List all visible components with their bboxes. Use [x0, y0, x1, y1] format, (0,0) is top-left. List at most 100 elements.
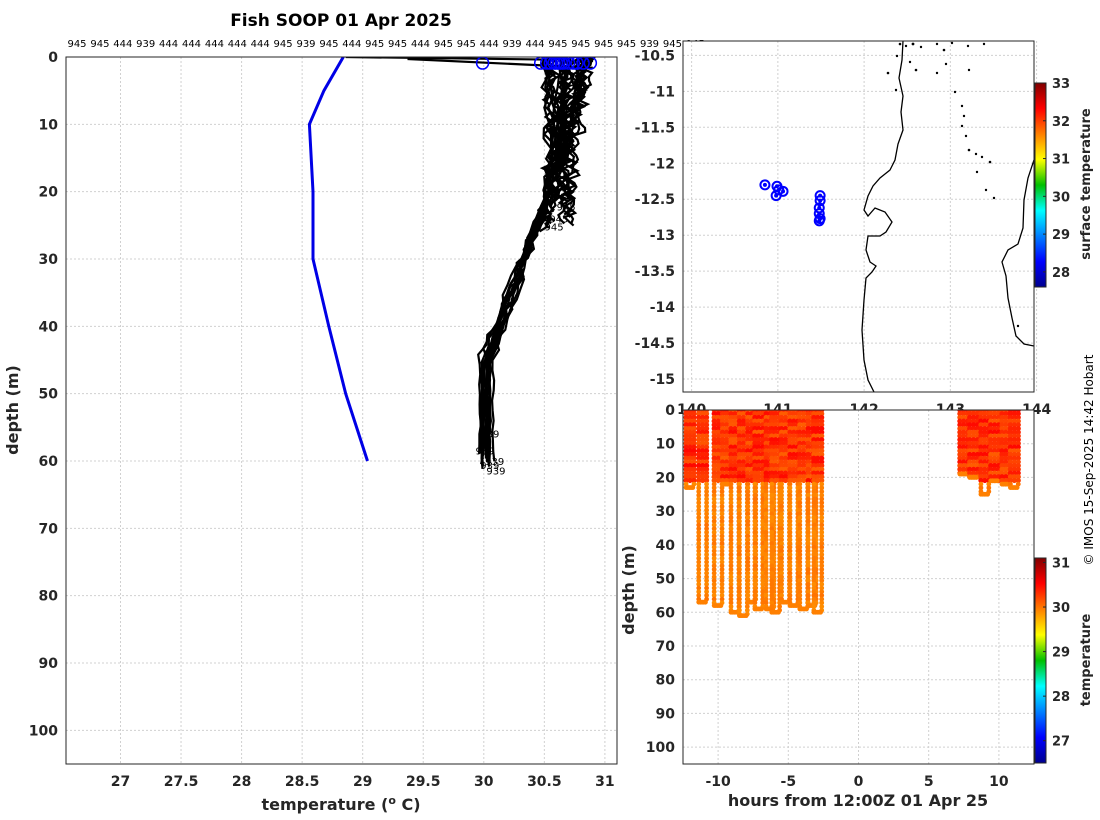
cast-sample — [782, 466, 789, 472]
cast-sample — [736, 418, 743, 424]
cast-sample — [1007, 411, 1014, 417]
cast-sample — [752, 567, 758, 572]
cast-sample — [719, 433, 726, 439]
cast-sample — [711, 422, 717, 428]
cast-sample — [811, 451, 817, 458]
cast-sample — [961, 414, 967, 421]
cast-sample — [797, 492, 803, 498]
cast-sample — [756, 414, 762, 421]
cast-sample — [711, 585, 717, 591]
cast-sample — [988, 418, 994, 424]
cast-sample — [756, 425, 762, 432]
cast-sample — [805, 422, 811, 428]
track-points — [759, 179, 826, 227]
section-cast — [752, 410, 766, 612]
cast-sample — [791, 477, 797, 484]
cast-sample — [967, 444, 973, 450]
cast-sample — [819, 414, 825, 421]
cast-sample — [1007, 437, 1014, 443]
cast-sample — [700, 425, 706, 432]
cast-sample — [967, 459, 973, 465]
cast-sample — [982, 466, 988, 472]
cast-sample — [819, 437, 825, 443]
profile-x-axis-label: temperature (o C) — [261, 794, 420, 814]
cast-sample — [1015, 474, 1021, 480]
cast-sample — [988, 444, 994, 450]
cast-sample — [811, 507, 817, 513]
cast-sample — [745, 500, 751, 506]
cast-sample — [769, 485, 775, 491]
cast-sample — [745, 496, 751, 502]
section-cast — [683, 410, 697, 490]
cast-sample — [756, 418, 762, 424]
cast-sample — [778, 470, 785, 476]
cast-sample — [787, 440, 793, 446]
cast-sample — [737, 541, 742, 546]
x-tick-label: 27.5 — [164, 774, 199, 790]
cast-sample — [819, 541, 825, 546]
cast-sample — [696, 504, 702, 509]
cast-sample — [728, 544, 734, 550]
cast-sample — [769, 511, 775, 517]
cast-sample — [769, 589, 775, 595]
cast-sample — [763, 533, 769, 539]
cast-sample — [982, 448, 988, 454]
cast-sample — [711, 537, 717, 543]
cast-sample — [769, 570, 775, 576]
cast-sample — [745, 459, 751, 465]
cast-sample — [752, 444, 758, 450]
cast-sample — [691, 463, 697, 469]
cast-sample — [745, 414, 751, 421]
cast-sample — [723, 448, 730, 454]
cast-sample — [752, 585, 758, 591]
cast-sample — [801, 444, 807, 450]
cast-sample — [819, 593, 825, 598]
cast-sample — [719, 448, 726, 454]
cast-sample — [787, 544, 793, 550]
cast-sample — [760, 507, 766, 513]
map-y-tick-label: -11.5 — [635, 120, 675, 136]
cast-sample — [752, 455, 758, 461]
top-profile-label: 945 — [548, 39, 567, 50]
cast-sample — [999, 466, 1005, 472]
colorbar-tick-label: 30 — [1052, 601, 1070, 616]
cast-sample — [1015, 444, 1021, 450]
cast-sample — [779, 544, 784, 550]
cast-sample — [715, 474, 721, 480]
cast-sample — [740, 444, 746, 450]
cast-sample — [763, 489, 769, 494]
cast-sample — [728, 429, 734, 435]
top-profile-label: 939 — [296, 39, 315, 50]
cast-sample — [971, 466, 977, 472]
y-tick-label: 80 — [39, 589, 59, 605]
cast-sample — [700, 463, 706, 469]
cast-sample — [978, 470, 984, 476]
cast-sample — [961, 459, 967, 465]
cast-sample — [769, 466, 775, 472]
cast-sample — [740, 459, 746, 465]
cast-sample — [773, 470, 779, 476]
cast-sample — [711, 418, 717, 424]
cast-sample — [971, 459, 977, 465]
cast-sample — [728, 552, 734, 558]
cast-sample — [978, 429, 984, 435]
cast-sample — [763, 422, 769, 428]
cast-sample — [971, 440, 977, 446]
cast-sample — [811, 589, 817, 595]
colorbar-tick-label: 27 — [1052, 735, 1070, 750]
cast-sample — [728, 437, 734, 443]
cast-sample — [728, 555, 734, 561]
cast-sample — [760, 492, 766, 498]
cast-sample — [723, 418, 730, 424]
cast-sample — [819, 459, 825, 465]
cast-sample — [719, 574, 725, 580]
cast-sample — [801, 477, 807, 484]
cast-sample — [719, 489, 725, 494]
cast-sample — [763, 448, 769, 454]
cast-sample — [811, 555, 817, 561]
cast-sample — [752, 466, 758, 472]
cast-sample — [811, 444, 817, 450]
cast-sample — [791, 455, 797, 461]
profile-y-axis-label: depth (m) — [3, 365, 22, 455]
